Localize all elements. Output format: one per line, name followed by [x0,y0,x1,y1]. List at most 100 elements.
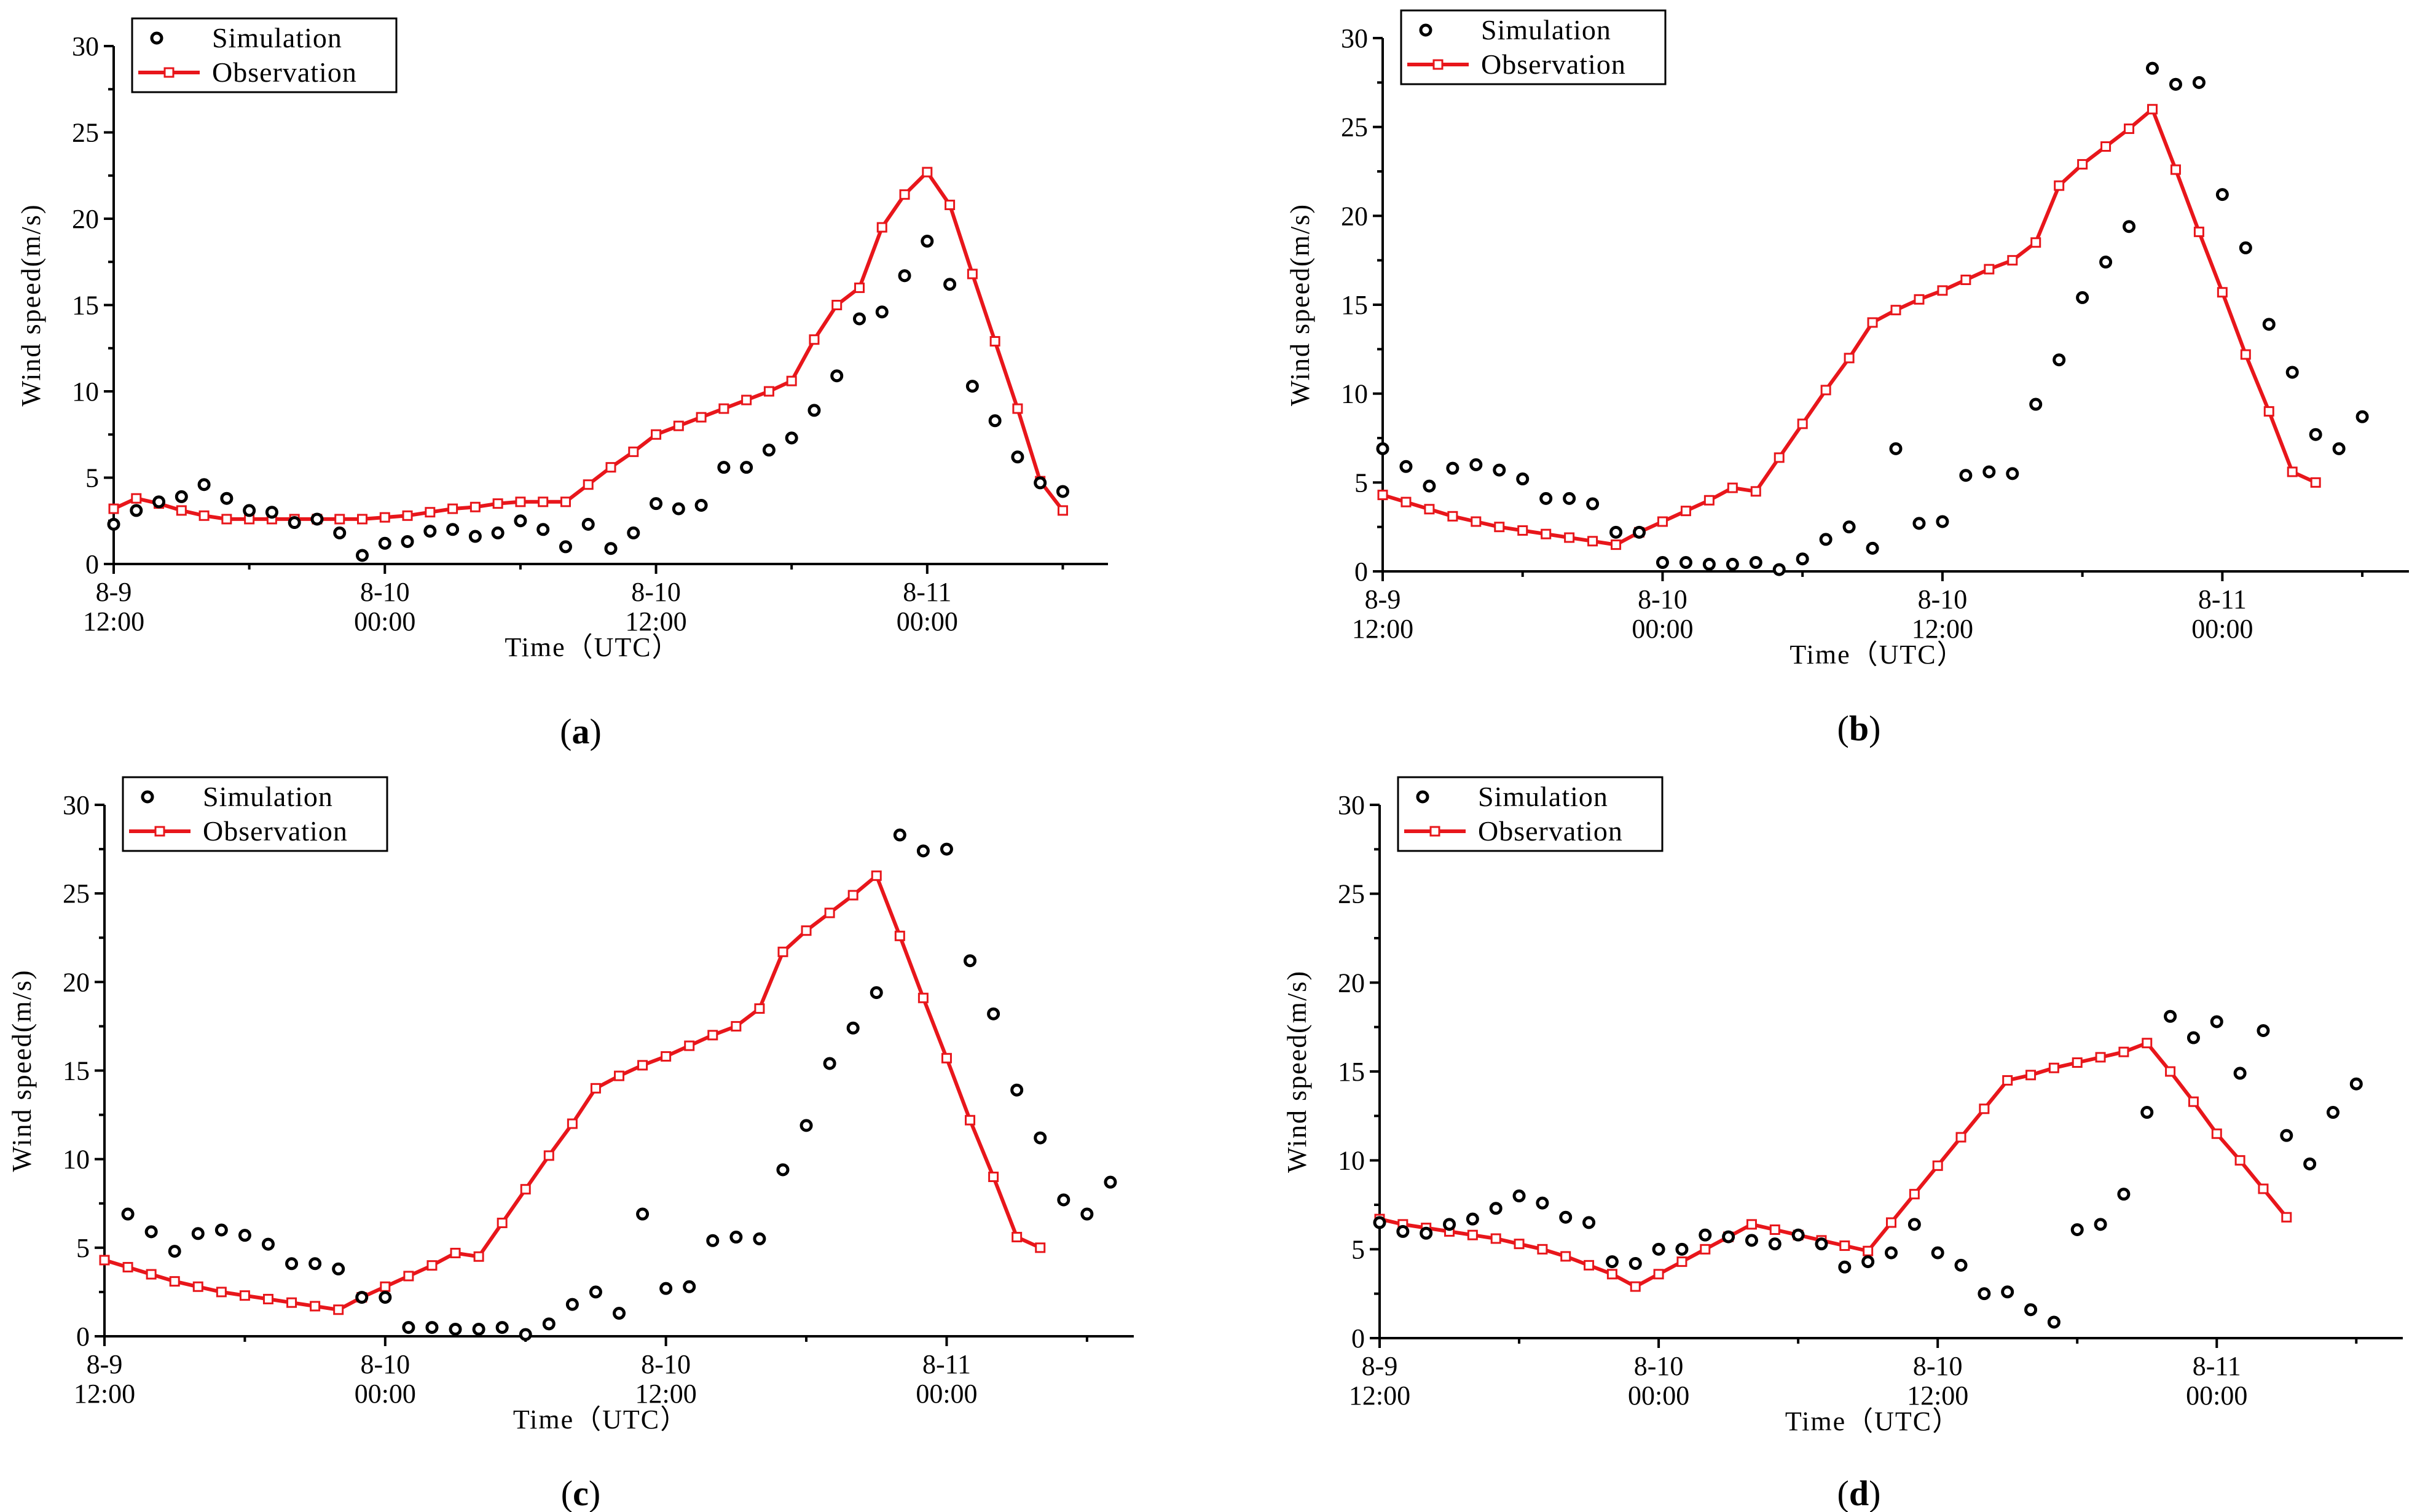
x-tick-label-time: 00:00 [2186,1381,2247,1411]
observation-point [1797,418,1808,429]
observation-point [628,446,639,457]
simulation-point [627,526,640,539]
simulation-point [2262,318,2276,331]
simulation-point [175,490,188,503]
observation-point [1490,1233,1501,1244]
observation-point [1541,528,1552,539]
simulation-point [425,1321,439,1334]
simulation-point [589,1285,602,1299]
simulation-point [2053,353,2066,367]
y-tick-label: 20 [1338,968,1365,998]
observation-point [651,429,662,440]
observation-point [1514,1239,1525,1250]
observation-point [1914,294,1925,305]
y-tick-label: 25 [1341,112,1368,143]
observation-point [854,282,865,293]
observation-point [262,1293,273,1304]
observation-point [1937,285,1948,296]
simulation-point [1443,1218,1456,1231]
observation-point [1774,452,1785,463]
simulation-point [468,530,482,543]
observation-point [1012,1232,1023,1243]
simulation-point [1010,1083,1024,1097]
observation-point [1979,1103,1990,1114]
simulation-point [519,1328,532,1341]
simulation-point [717,461,731,474]
observation-point [99,1255,110,1266]
x-tick-label-time: 00:00 [1632,614,1693,644]
simulation-point [401,535,414,548]
y-tick-label: 10 [72,377,99,407]
simulation-point [423,525,437,538]
simulation-point [1011,450,1024,464]
simulation-point [1749,556,1762,570]
simulation-point [214,1223,228,1237]
observation-point [1750,486,1761,497]
observation-point [192,1281,203,1292]
observation-point [899,189,910,200]
simulation-point [1889,442,1903,455]
observation-point [763,386,774,397]
observation-point [286,1297,297,1308]
x-tick-label-time: 00:00 [916,1379,977,1409]
simulation-point [1034,1131,1047,1145]
observation-point [1447,511,1458,522]
x-tick-label-date: 8-10 [1918,584,1968,614]
chart-panel-c: 0510152025308-912:008-1000:008-1012:008-… [7,776,1134,1512]
x-tick-label-date: 8-10 [641,1349,691,1379]
simulation-point [613,1307,626,1320]
observation-point [131,493,142,504]
observation-point [1867,317,1878,328]
x-tick-label-time: 12:00 [625,606,686,637]
simulation-point [636,1207,650,1221]
simulation-point [740,461,753,474]
simulation-point [1586,497,1600,511]
x-tick-label-time: 00:00 [355,1379,416,1409]
x-tick-label-date: 8-10 [360,577,410,607]
simulation-point [1536,1196,1549,1210]
y-tick-label: 15 [63,1056,90,1086]
y-tick-label: 15 [1341,290,1368,320]
simulation-point [650,497,663,511]
simulation-point [943,278,957,291]
observation-point [2193,226,2204,237]
observation-point [1057,505,1068,516]
simulation-point [2024,1303,2038,1317]
observation-point [965,1114,976,1126]
y-tick-label: 0 [1351,1323,1365,1353]
observation-point [2188,1096,2199,1107]
observation-point [2211,1128,2222,1139]
simulation-point [916,844,930,858]
simulation-point [1726,557,1739,571]
observation-point [989,336,1000,347]
x-tick-label-time: 12:00 [1352,614,1413,644]
observation-point [2240,349,2251,360]
simulation-point [2303,1157,2317,1170]
x-tick-label-date: 8-9 [1362,1351,1398,1381]
simulation-point [1656,556,1669,570]
simulation-point [2001,1285,2014,1299]
x-tick-label-date: 8-10 [360,1349,410,1379]
legend-simulation-marker [1416,790,1429,804]
y-tick-label: 25 [63,879,90,909]
observation-point [1494,522,1505,533]
observation-point [1471,516,1482,527]
x-tick-label-time: 00:00 [354,606,415,637]
simulation-point [449,1322,462,1336]
simulation-point [1796,552,1809,566]
observation-point [2025,1070,2037,1081]
observation-point [801,925,812,936]
observation-point [492,498,503,509]
observation-point [809,334,820,345]
simulation-point [288,516,301,530]
simulation-point [940,842,953,856]
legend-observation-marker [154,826,165,837]
observation-point [380,1281,391,1292]
legend-observation-marker [1432,59,1444,70]
simulation-point [2215,188,2229,202]
observation-point [1467,1229,1478,1240]
legend-simulation-marker [141,790,154,804]
x-tick-label-date: 8-9 [96,577,132,607]
simulation-point [1679,556,1692,570]
